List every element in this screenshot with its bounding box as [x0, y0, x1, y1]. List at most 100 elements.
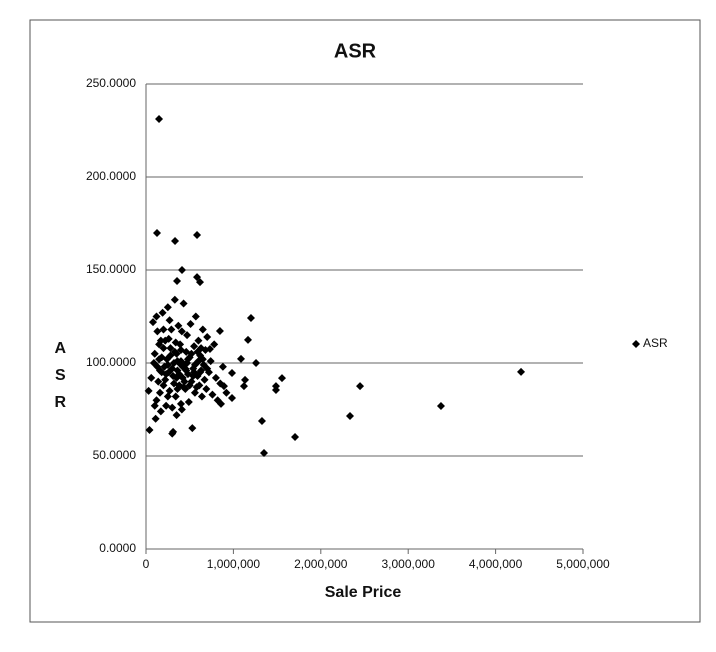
point: [177, 327, 186, 336]
y-tick-label: 250.0000: [86, 76, 136, 90]
point: [192, 383, 201, 392]
point: [194, 336, 203, 345]
point: [176, 345, 185, 354]
point: [159, 325, 168, 334]
point: [345, 412, 354, 421]
x-tick-label: 3,000,000: [382, 557, 436, 571]
point: [177, 405, 186, 414]
point: [163, 392, 172, 401]
point: [168, 364, 177, 373]
y-axis-title: ASR: [52, 340, 69, 421]
point: [218, 362, 227, 371]
point: [215, 327, 224, 336]
point: [208, 390, 217, 399]
point: [171, 392, 180, 401]
point: [158, 308, 167, 317]
point: [222, 388, 231, 397]
point: [165, 316, 174, 325]
point: [246, 313, 255, 322]
point: [213, 396, 222, 405]
point: [150, 349, 159, 358]
point: [153, 228, 162, 237]
point: [188, 424, 197, 433]
point: [271, 385, 280, 394]
point: [155, 355, 164, 364]
point: [228, 369, 237, 378]
point: [168, 403, 177, 412]
point: [183, 359, 192, 367]
x-axis-title: Sale Price: [325, 584, 402, 601]
point: [162, 401, 171, 410]
point: [150, 401, 159, 410]
point: [196, 368, 205, 377]
point: [175, 359, 184, 367]
point: [169, 379, 178, 388]
x-tick-label: 4,000,000: [469, 557, 523, 571]
legend-marker: [632, 340, 640, 348]
point: [185, 381, 194, 390]
point: [176, 399, 185, 408]
point: [172, 411, 181, 420]
point: [216, 379, 225, 388]
y-tick-label: 150.0000: [86, 262, 136, 276]
point: [171, 236, 180, 245]
point: [198, 355, 207, 364]
point: [200, 375, 209, 384]
point: [277, 374, 286, 383]
x-tick-label: 0: [143, 557, 150, 571]
point: [356, 382, 365, 391]
point: [206, 357, 215, 366]
point: [148, 318, 157, 327]
point: [155, 114, 164, 123]
point: [237, 354, 246, 363]
point: [197, 344, 206, 353]
point: [252, 359, 261, 367]
legend-label: ASR: [643, 336, 668, 350]
point: [170, 295, 179, 304]
point: [183, 331, 192, 340]
point: [196, 278, 205, 287]
point: [179, 383, 188, 392]
point: [436, 401, 445, 410]
point: [145, 425, 154, 434]
point: [156, 407, 165, 416]
point: [161, 375, 170, 384]
point: [147, 373, 156, 382]
point: [154, 377, 163, 386]
point: [239, 382, 248, 391]
point: [152, 312, 161, 321]
x-tick-label: 5,000,000: [556, 557, 610, 571]
point: [186, 319, 195, 328]
point: [180, 377, 189, 386]
point: [197, 392, 206, 401]
point: [163, 303, 172, 312]
point: [179, 299, 188, 308]
point: [191, 312, 200, 321]
point: [210, 340, 219, 349]
point: [173, 385, 182, 394]
point: [155, 388, 164, 397]
point: [167, 325, 176, 334]
point: [243, 335, 252, 344]
point: [202, 385, 211, 394]
point: [153, 362, 162, 371]
point: [193, 231, 202, 240]
point: [169, 427, 178, 436]
point: [166, 344, 175, 353]
point: [187, 349, 196, 358]
point: [228, 393, 237, 402]
point: [144, 386, 153, 395]
point: [174, 321, 183, 330]
point: [190, 342, 199, 351]
point: [163, 360, 172, 369]
point: [291, 433, 300, 442]
point: [159, 344, 168, 353]
point: [203, 332, 212, 341]
point: [151, 414, 160, 423]
point: [241, 375, 250, 384]
point: [257, 417, 266, 426]
point: [211, 373, 220, 382]
point: [173, 276, 182, 285]
point: [170, 347, 179, 356]
